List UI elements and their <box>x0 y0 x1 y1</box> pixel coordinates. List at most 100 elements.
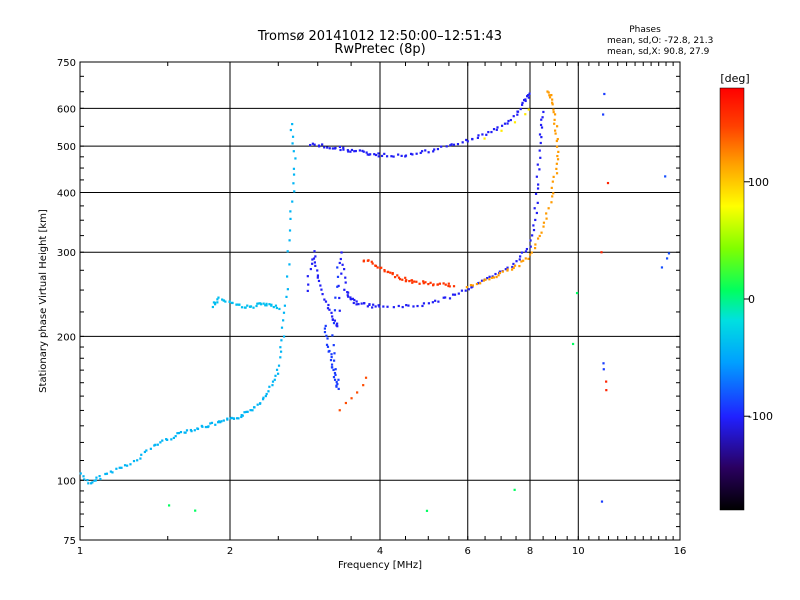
data-point <box>274 374 277 377</box>
data-point <box>327 350 330 353</box>
data-point <box>519 255 522 258</box>
data-point <box>342 148 345 151</box>
data-point <box>465 286 469 289</box>
data-point <box>255 304 258 308</box>
data-point <box>407 304 410 307</box>
data-point <box>509 118 512 122</box>
data-point <box>265 302 268 305</box>
data-point <box>404 276 407 279</box>
data-point <box>333 309 337 312</box>
data-point <box>94 479 98 482</box>
data-point <box>240 414 243 417</box>
data-point <box>357 303 360 306</box>
data-point <box>353 150 356 153</box>
data-point <box>358 149 361 152</box>
data-point <box>380 154 384 158</box>
data-point <box>224 300 227 303</box>
data-point <box>280 326 284 329</box>
data-point <box>276 372 280 375</box>
data-point <box>332 359 336 362</box>
data-point <box>324 324 327 328</box>
colorbar-tick-label: 100 <box>748 176 769 189</box>
data-point <box>161 439 164 442</box>
data-point <box>331 318 334 321</box>
data-point <box>319 284 322 287</box>
data-point <box>533 207 536 210</box>
data-point <box>520 260 523 263</box>
data-point <box>279 346 282 349</box>
data-point <box>408 279 411 283</box>
data-point <box>82 475 85 478</box>
data-point <box>352 301 355 305</box>
data-point <box>371 306 374 309</box>
data-point <box>412 305 415 308</box>
x-tick-label: 10 <box>572 546 585 557</box>
data-point <box>136 459 139 462</box>
data-point <box>528 253 532 256</box>
data-point <box>90 482 93 485</box>
data-point <box>292 167 296 170</box>
data-point <box>524 250 528 253</box>
data-point <box>217 420 221 423</box>
data-point <box>506 268 509 271</box>
data-point <box>323 327 327 330</box>
data-point <box>313 143 316 146</box>
data-point <box>497 274 500 277</box>
data-point <box>366 153 369 156</box>
data-point <box>306 289 309 293</box>
data-point <box>321 143 324 146</box>
data-point <box>361 149 364 152</box>
data-point <box>347 291 350 294</box>
data-point <box>214 423 217 426</box>
data-point <box>452 143 456 146</box>
data-point <box>421 150 424 153</box>
data-point <box>523 98 526 102</box>
stats-line-x: mean, sd,X: 90.8, 27.9 <box>607 47 710 57</box>
data-point <box>309 267 312 271</box>
data-point <box>337 284 340 288</box>
data-point <box>340 272 343 275</box>
data-point <box>483 137 486 140</box>
data-point <box>289 217 292 220</box>
data-point <box>442 282 445 285</box>
data-point <box>451 293 455 296</box>
grid-lines <box>80 62 680 540</box>
data-point <box>316 276 319 279</box>
data-point <box>311 142 314 145</box>
data-point <box>288 263 291 266</box>
data-point <box>282 311 286 314</box>
data-point <box>193 429 196 432</box>
data-point <box>660 266 664 269</box>
data-point <box>512 262 515 266</box>
data-point <box>216 298 219 301</box>
data-point <box>317 279 321 283</box>
data-point <box>236 303 239 306</box>
data-point <box>353 298 356 302</box>
data-point <box>397 276 401 279</box>
data-point <box>515 260 518 263</box>
data-point <box>411 281 414 284</box>
y-tick-label: 100 <box>57 476 76 487</box>
data-point <box>409 152 413 156</box>
chart-subtitle: RwPretec (8p) <box>334 42 425 57</box>
data-point <box>539 123 543 127</box>
data-point <box>553 129 557 132</box>
data-point <box>332 322 336 325</box>
data-point <box>209 422 212 425</box>
data-point <box>222 299 226 302</box>
data-point <box>330 366 334 369</box>
data-point <box>368 303 371 306</box>
data-point <box>306 275 309 278</box>
data-point <box>387 270 390 273</box>
data-point <box>200 424 203 428</box>
data-point <box>118 466 121 469</box>
x-tick-label: 8 <box>527 546 533 557</box>
data-point <box>179 430 183 434</box>
data-point <box>356 391 359 394</box>
data-point <box>291 135 295 138</box>
data-point <box>511 265 514 269</box>
data-point <box>185 429 189 432</box>
data-point <box>166 438 169 441</box>
data-point <box>83 478 86 481</box>
data-point <box>273 378 276 381</box>
